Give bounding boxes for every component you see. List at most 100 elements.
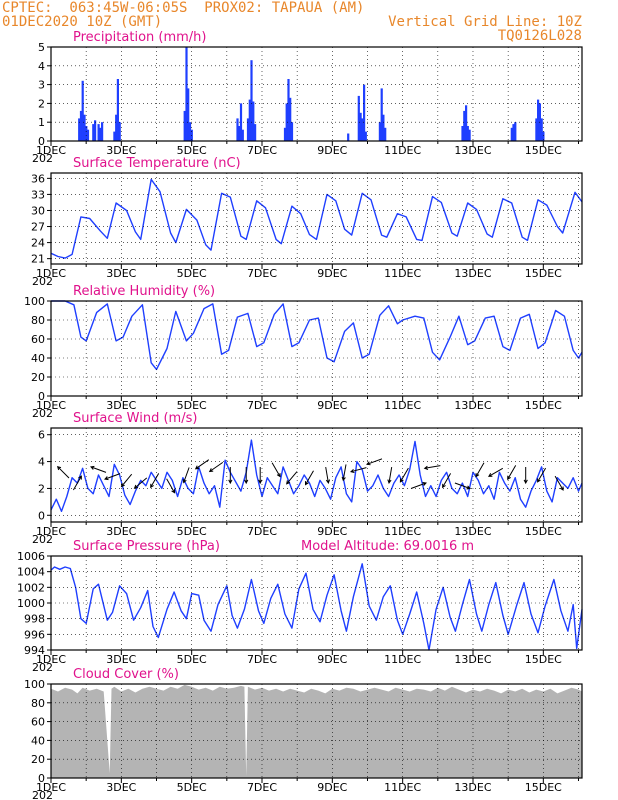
panel-frame	[50, 46, 583, 142]
precip-bar	[514, 122, 517, 141]
x-tick-label: 5DEC	[177, 653, 207, 666]
y-tick-label: 21	[31, 253, 45, 266]
precip-bar	[542, 131, 545, 141]
x-year-fragment: 202	[32, 661, 53, 674]
wind-vector-arrow	[258, 467, 263, 485]
x-tick-label: 13DEC	[454, 781, 491, 794]
x-tick-label: 5DEC	[177, 781, 207, 794]
precip-bar	[510, 127, 513, 141]
x-tick-label: 11DEC	[384, 144, 421, 157]
rh-series-line	[51, 300, 583, 371]
x-tick-label: 13DEC	[454, 144, 491, 157]
x-tick-label: 3DEC	[106, 267, 136, 280]
precip-bar	[283, 127, 287, 141]
x-tick-label: 13DEC	[454, 399, 491, 412]
wind-vector-arrow	[72, 475, 82, 491]
x-tick-label: 7DEC	[247, 653, 277, 666]
precip-bar	[290, 122, 294, 141]
header-code: TQ0126L028	[497, 28, 582, 44]
precip-bar	[363, 84, 366, 141]
wind-vector-arrow	[150, 473, 160, 489]
precip-bar	[113, 131, 116, 141]
y-tick-label: 0	[38, 390, 45, 403]
cloud-cover-area	[51, 684, 582, 778]
y-tick-label: 40	[31, 352, 45, 365]
x-year-fragment: 202	[32, 533, 53, 546]
precip-bar	[382, 114, 385, 141]
y-tick-label: 100	[24, 678, 45, 691]
precip-bar	[83, 114, 86, 141]
wind-vector-arrow	[488, 467, 504, 477]
precip-bar	[86, 129, 90, 141]
precip-bar	[465, 105, 468, 141]
x-tick-label: 9DEC	[317, 525, 347, 538]
x-tick-label: 1DEC	[36, 525, 66, 538]
precip-panel: 0 1 2 3 4 5 1DEC 3DEC 5DEC 7DEC 9DEC 11DEC 13DEC 15DE…	[32, 30, 583, 165]
x-tick-label: 7DEC	[247, 144, 277, 157]
precip-bar	[101, 122, 104, 141]
y-tick-label: 3	[38, 79, 45, 92]
x-tick-label: 9DEC	[317, 653, 347, 666]
temp-series-line	[50, 178, 583, 259]
y-tick-label: 0	[38, 135, 45, 148]
y-tick-label: 2	[38, 482, 45, 495]
x-tick-label: 3DEC	[106, 781, 136, 794]
press-series-line	[50, 563, 583, 651]
x-year-fragment: 202	[32, 789, 53, 800]
y-tick-label: 80	[31, 314, 45, 327]
x-tick-label: 3DEC	[106, 653, 136, 666]
wind-vector-arrow	[349, 467, 367, 473]
x-tick-label: 5DEC	[177, 525, 207, 538]
y-tick-label: 40	[31, 734, 45, 747]
wind-vector-arrow	[56, 465, 70, 479]
precip-title: Precipitation (mm/h)	[73, 30, 206, 45]
x-tick-label: 7DEC	[247, 781, 277, 794]
y-tick-label: 0	[38, 772, 45, 785]
press-panel: 994 996 998 1000 1002 1004 1006 1DEC 3DEC 5DEC 7DE…	[17, 539, 583, 674]
precip-bar	[185, 47, 188, 141]
temp-title: Surface Temperature (nC)	[73, 156, 241, 171]
x-tick-label: 9DEC	[317, 399, 347, 412]
y-tick-label: 100	[24, 295, 45, 308]
wind-vector-arrow	[366, 458, 383, 466]
header-date: 01DEC2020 10Z (GMT)	[2, 14, 163, 30]
wind-vector-arrow	[208, 461, 224, 473]
x-tick-label: 7DEC	[247, 399, 277, 412]
precip-bar	[384, 127, 387, 141]
wind-vector-arrow	[399, 467, 409, 483]
wind-vector-arrow	[454, 482, 472, 490]
y-tick-label: 36	[31, 172, 45, 185]
precip-bar	[187, 88, 190, 141]
wind-vector-arrow	[442, 473, 452, 489]
precip-bar	[188, 122, 192, 141]
precip-bar	[78, 118, 81, 141]
wind-series-line	[50, 439, 583, 512]
cloud-title: Cloud Cover (%)	[73, 667, 179, 682]
x-tick-label: 3DEC	[106, 144, 136, 157]
precip-bar	[94, 120, 97, 141]
wind-vector-arrow	[194, 459, 210, 470]
y-tick-label: 24	[31, 237, 45, 250]
x-year-fragment: 202	[32, 152, 53, 165]
x-tick-label: 15DEC	[525, 653, 562, 666]
wind-vector-arrow	[166, 478, 176, 494]
wind-title: Surface Wind (m/s)	[73, 411, 197, 426]
y-tick-label: 1004	[17, 566, 45, 579]
precip-bar	[380, 88, 383, 141]
x-tick-label: 9DEC	[317, 781, 347, 794]
x-tick-label: 1DEC	[36, 399, 66, 412]
wind-vector-arrow	[305, 470, 314, 486]
temp-panel: 21 24 27 30 33 36 1DEC 3DEC 5DEC 7DEC 9DEC 11DEC 13D…	[31, 156, 583, 288]
x-tick-label: 9DEC	[317, 267, 347, 280]
precip-bar	[378, 122, 381, 141]
wind-vector-arrow	[228, 467, 233, 485]
x-tick-label: 13DEC	[454, 267, 491, 280]
wind-vector-arrow	[387, 467, 393, 484]
wind-vector-arrow	[286, 471, 298, 485]
wind-vector-arrow	[133, 477, 148, 489]
precip-bar	[361, 118, 364, 141]
panel-frame	[50, 172, 583, 265]
precip-bar	[285, 103, 288, 141]
precip-bar	[115, 114, 118, 141]
precip-bar	[461, 126, 464, 141]
